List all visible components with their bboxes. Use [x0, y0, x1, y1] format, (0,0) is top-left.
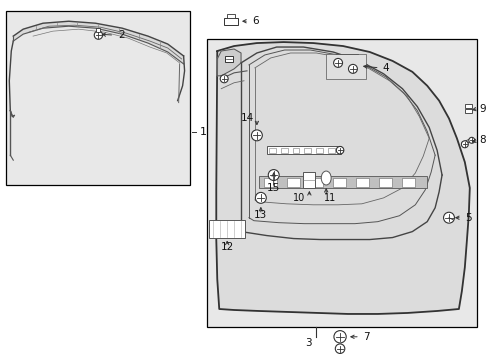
Bar: [224, 18, 238, 25]
Circle shape: [336, 147, 343, 154]
Bar: [209, 220, 244, 238]
Bar: [286, 178, 299, 187]
Circle shape: [255, 192, 266, 203]
Text: 8: 8: [479, 135, 486, 145]
Text: 9: 9: [479, 104, 486, 113]
Text: 3: 3: [305, 338, 311, 348]
Ellipse shape: [321, 171, 330, 185]
Text: 11: 11: [324, 193, 336, 203]
Text: 13: 13: [254, 210, 267, 220]
Circle shape: [348, 64, 357, 73]
Polygon shape: [216, 42, 469, 314]
Text: 1: 1: [199, 127, 206, 138]
Circle shape: [268, 170, 279, 180]
Bar: [292, 148, 299, 153]
Circle shape: [333, 58, 342, 67]
Circle shape: [468, 137, 474, 143]
Bar: [316, 148, 323, 153]
Polygon shape: [217, 49, 241, 76]
Bar: [465, 104, 471, 108]
Text: 4: 4: [382, 63, 388, 73]
Bar: [280, 148, 287, 153]
Text: 7: 7: [362, 332, 369, 342]
Text: 5: 5: [464, 213, 470, 223]
Bar: [266, 146, 340, 154]
Bar: [207, 39, 476, 327]
Bar: [96, 28, 100, 32]
Circle shape: [251, 130, 262, 141]
Bar: [268, 148, 275, 153]
Bar: [325, 54, 365, 79]
Circle shape: [443, 212, 453, 223]
Bar: [402, 178, 414, 187]
Bar: [6, 11, 189, 185]
Bar: [309, 178, 322, 187]
Bar: [258, 176, 427, 188]
Text: 14: 14: [240, 113, 253, 123]
Text: 10: 10: [293, 193, 305, 203]
Bar: [263, 178, 276, 187]
Circle shape: [94, 31, 102, 39]
Polygon shape: [13, 21, 183, 64]
Text: 12: 12: [220, 243, 233, 252]
Circle shape: [335, 344, 344, 354]
Text: 15: 15: [266, 183, 280, 193]
Bar: [379, 178, 391, 187]
Circle shape: [333, 330, 346, 343]
Bar: [227, 14, 235, 18]
Bar: [303, 172, 315, 188]
Bar: [304, 148, 311, 153]
Text: 2: 2: [118, 30, 124, 40]
Bar: [356, 178, 368, 187]
Bar: [332, 178, 346, 187]
FancyBboxPatch shape: [225, 56, 233, 62]
Bar: [327, 148, 334, 153]
Circle shape: [461, 141, 468, 148]
Text: 6: 6: [251, 16, 258, 26]
Circle shape: [220, 75, 228, 83]
Bar: [465, 109, 471, 113]
